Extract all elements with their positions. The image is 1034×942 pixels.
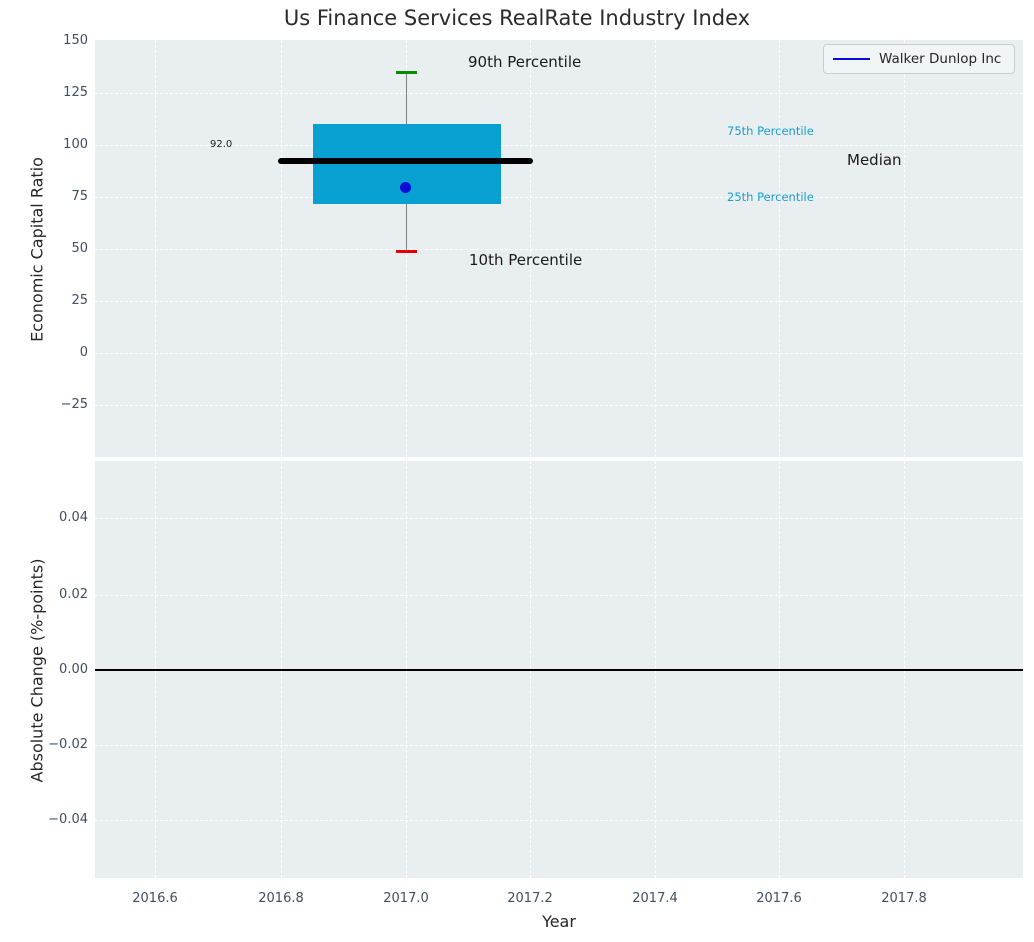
annotation-90th-percentile: 90th Percentile — [468, 53, 582, 71]
gridline-y-neg0.04 — [95, 820, 1023, 821]
gridline-y-25 — [95, 301, 1023, 302]
zero-reference-line — [95, 669, 1023, 671]
gridline-x-2016.6 — [155, 40, 156, 457]
gridline-x-2017.4 — [655, 40, 656, 457]
gridline-y-75 — [95, 197, 1023, 198]
gridline-x-2017.2 — [530, 40, 531, 457]
p90-cap — [396, 71, 417, 74]
legend-line-swatch — [833, 57, 870, 61]
xtick-2017.6: 2017.6 — [756, 891, 802, 906]
xtick-2017.2: 2017.2 — [507, 891, 553, 906]
top-axes: 90th Percentile 10th Percentile 75th Per… — [95, 40, 1023, 457]
xtick-2017.4: 2017.4 — [632, 891, 678, 906]
gridline-x-2017.6 — [779, 40, 780, 457]
chart-title: Us Finance Services RealRate Industry In… — [283, 6, 751, 30]
gridline-y-0.04 — [95, 518, 1023, 519]
gridline-y-50 — [95, 249, 1023, 250]
xtick-2017.8: 2017.8 — [881, 891, 927, 906]
p10-cap — [396, 250, 417, 253]
ytick-0.04: 0.04 — [59, 510, 88, 525]
gridline-y-neg0.02 — [95, 745, 1023, 746]
xtick-2016.8: 2016.8 — [258, 891, 304, 906]
ytick-50: 50 — [71, 241, 88, 256]
ytick-neg0.04: −0.04 — [48, 812, 88, 827]
ytick-0.00: 0.00 — [59, 662, 88, 677]
top-y-axis-label: Economic Capital Ratio — [27, 157, 47, 342]
annotation-median-value: 92.0 — [210, 139, 233, 150]
walker-dunlop-marker — [400, 182, 411, 193]
gridline-y-0.02 — [95, 595, 1023, 596]
gridline-y-125 — [95, 93, 1023, 94]
xtick-2016.6: 2016.6 — [132, 891, 178, 906]
ytick-25: 25 — [71, 293, 88, 308]
gridline-x-2017.8 — [904, 40, 905, 457]
annotation-75th-percentile: 75th Percentile — [727, 124, 814, 138]
annotation-10th-percentile: 10th Percentile — [469, 251, 583, 269]
ytick-neg25: −25 — [60, 397, 88, 412]
annotation-median: Median — [847, 151, 902, 169]
gridline-y-100 — [95, 145, 1023, 146]
legend-label: Walker Dunlop Inc — [879, 51, 1002, 67]
ytick-0: 0 — [79, 345, 88, 360]
legend: Walker Dunlop Inc — [823, 44, 1015, 74]
xtick-2017.0: 2017.0 — [383, 891, 429, 906]
annotation-25th-percentile: 25th Percentile — [727, 190, 814, 204]
x-axis-label: Year — [542, 912, 576, 931]
bottom-y-axis-label: Absolute Change (%-points) — [27, 558, 47, 783]
ytick-neg0.02: −0.02 — [48, 737, 88, 752]
ytick-0.02: 0.02 — [59, 587, 88, 602]
gridline-y-0 — [95, 353, 1023, 354]
ytick-150: 150 — [63, 33, 88, 48]
bottom-axes — [95, 461, 1023, 878]
ytick-75: 75 — [71, 189, 88, 204]
ytick-100: 100 — [63, 137, 88, 152]
median-line — [278, 158, 533, 164]
ytick-125: 125 — [63, 85, 88, 100]
gridline-y-neg25 — [95, 405, 1023, 406]
gridline-x-2016.8 — [281, 40, 282, 457]
